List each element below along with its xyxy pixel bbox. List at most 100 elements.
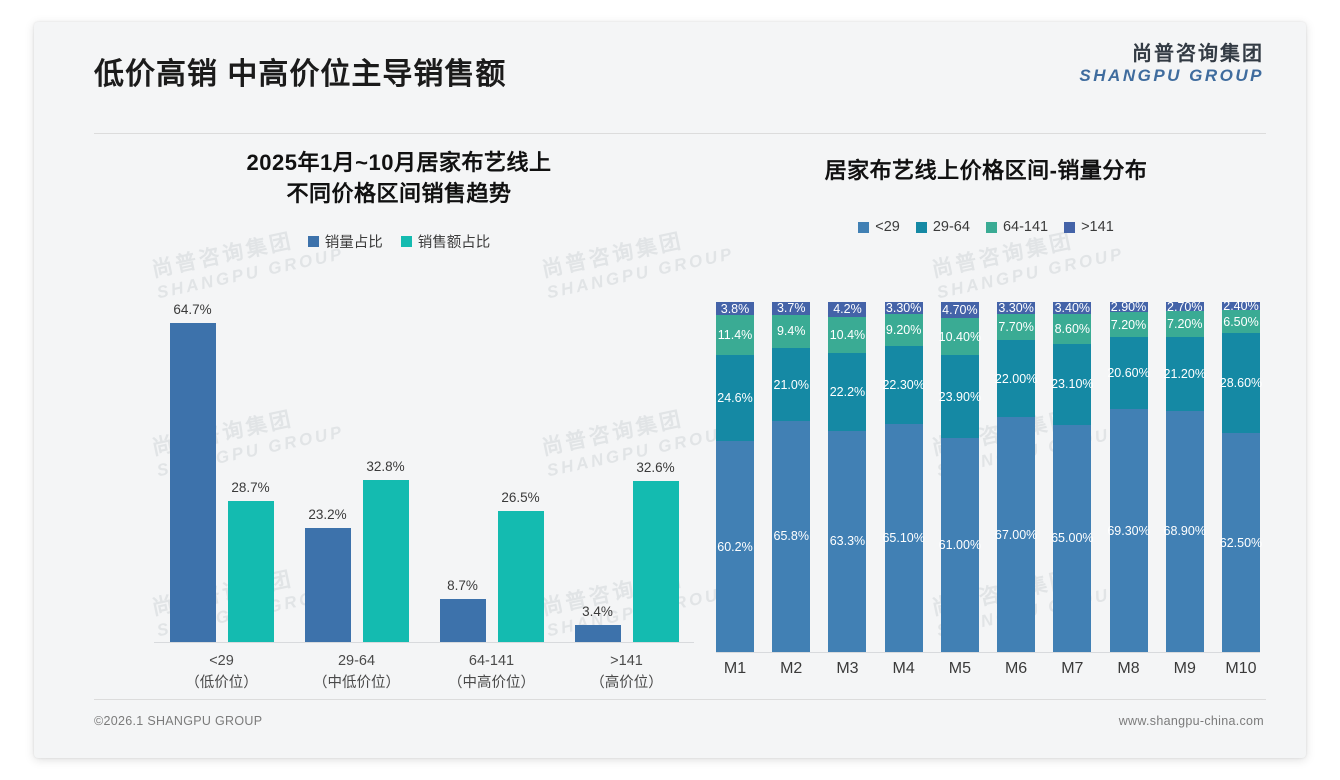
left-chart-legend: 销量占比 销售额占比 bbox=[94, 231, 704, 252]
stack-segment[interactable]: 65.8% bbox=[772, 421, 811, 652]
stacked-bar-column[interactable]: 3.8% 11.4% 24.6% 60.2% bbox=[716, 302, 754, 652]
stacked-bar-column[interactable]: 3.7% 9.4% 21.0% 65.8% bbox=[772, 301, 811, 652]
right-chart-x-tick-labels: M1 M2 M3 M4 M5 M6 M7 M8 M9 M10 bbox=[716, 660, 1260, 678]
stack-segment[interactable]: 9.4% bbox=[772, 314, 811, 348]
stack-segment[interactable]: 68.90% bbox=[1164, 410, 1206, 652]
bar-column[interactable]: 64.7% bbox=[169, 297, 216, 642]
bar-rect[interactable] bbox=[439, 599, 486, 642]
legend-label: 销售额占比 bbox=[417, 235, 491, 251]
bar-column[interactable]: 26.5% bbox=[497, 297, 544, 642]
bar-rect[interactable] bbox=[632, 481, 679, 642]
x-tick-label-sub: （中高价位） bbox=[448, 675, 535, 691]
bar-column[interactable]: 8.7% bbox=[439, 297, 486, 642]
stack-segment[interactable]: 6.50% bbox=[1221, 310, 1260, 334]
stack-segment-value-label: 4.70% bbox=[942, 303, 978, 318]
stack-segment[interactable]: 7.20% bbox=[1165, 311, 1204, 337]
legend-item-141[interactable]: >141 bbox=[1064, 219, 1114, 235]
stack-segment-value-label: 7.20% bbox=[1167, 317, 1203, 332]
right-chart-title: 居家布艺线上价格区间-销量分布 bbox=[824, 158, 1148, 183]
stack-segment[interactable]: 65.00% bbox=[1051, 424, 1094, 652]
stacked-bar-column[interactable]: 3.40% 8.60% 23.10% 65.00% bbox=[1051, 300, 1094, 652]
stack-segment[interactable]: 23.10% bbox=[1051, 343, 1094, 425]
bar-column[interactable]: 28.7% bbox=[227, 297, 274, 642]
stack-segment[interactable]: 62.50% bbox=[1219, 433, 1263, 652]
stack-segment[interactable]: 65.10% bbox=[882, 423, 925, 652]
legend-swatch-icon bbox=[400, 236, 412, 247]
stack-segment-value-label: 60.2% bbox=[717, 539, 753, 554]
stack-segment[interactable]: 22.00% bbox=[995, 340, 1037, 418]
stacked-bar-column[interactable]: 3.30% 7.70% 22.00% 67.00% bbox=[995, 301, 1037, 652]
legend-label: >141 bbox=[1081, 219, 1114, 235]
stack-segment-value-label: 22.30% bbox=[882, 377, 925, 392]
stack-segment[interactable]: 4.70% bbox=[940, 302, 979, 319]
stacked-bar-column[interactable]: 4.2% 10.4% 22.2% 63.3% bbox=[828, 302, 867, 652]
bar-rect[interactable] bbox=[497, 511, 544, 642]
bar-rect[interactable] bbox=[169, 323, 216, 642]
stack-segment[interactable]: 7.70% bbox=[997, 313, 1036, 341]
stack-segment[interactable]: 2.40% bbox=[1221, 299, 1260, 313]
legend-item-sales-amount[interactable]: 销售额占比 bbox=[400, 231, 491, 252]
stack-segment-value-label: 23.10% bbox=[1051, 377, 1094, 392]
stack-segment[interactable]: 28.60% bbox=[1220, 333, 1262, 434]
stack-segment[interactable]: 10.4% bbox=[828, 316, 867, 354]
bar-rect[interactable] bbox=[574, 625, 621, 642]
stack-segment[interactable]: 20.60% bbox=[1107, 337, 1150, 410]
stack-segment-value-label: 21.20% bbox=[1163, 366, 1206, 381]
legend-label: 29-64 bbox=[932, 219, 970, 235]
stack-segment-value-label: 65.10% bbox=[882, 530, 925, 545]
stack-segment[interactable]: 10.40% bbox=[938, 318, 982, 355]
stack-segment-value-label: 7.20% bbox=[1110, 317, 1147, 332]
stack-segment[interactable]: 21.0% bbox=[772, 347, 811, 422]
bar-rect[interactable] bbox=[227, 500, 274, 642]
bar-rect[interactable] bbox=[362, 480, 409, 642]
stack-segment[interactable]: 3.30% bbox=[884, 301, 923, 315]
stack-segment[interactable]: 11.4% bbox=[716, 315, 754, 356]
stack-segment[interactable]: 61.00% bbox=[939, 438, 981, 652]
bar-column[interactable]: 32.8% bbox=[362, 297, 409, 642]
stack-segment[interactable]: 3.30% bbox=[997, 301, 1036, 315]
bar-column[interactable]: 32.6% bbox=[632, 297, 679, 642]
brand-logo: 尚普咨询集团 SHANGPU GROUP bbox=[1079, 42, 1264, 86]
stack-segment[interactable]: 60.2% bbox=[716, 441, 754, 652]
left-chart-plot-area: 64.7% 28.7% 23.2% 32.8% 8.7% 26.5% 3.4% 32.6% bbox=[154, 297, 694, 642]
stack-segment[interactable]: 3.8% bbox=[716, 302, 754, 316]
footer-website[interactable]: www.shangpu-china.com bbox=[1118, 714, 1264, 728]
legend-item-64-141[interactable]: 64-141 bbox=[985, 219, 1048, 235]
stacked-bar-column[interactable]: 2.90% 7.20% 20.60% 69.30% bbox=[1107, 300, 1150, 652]
left-chart-panel: 2025年1月~10月居家布艺线上 不同价格区间销售趋势 销量占比 销售额占比 … bbox=[94, 147, 704, 707]
logo-english-text: SHANGPU GROUP bbox=[1079, 66, 1264, 85]
stack-segment[interactable]: 3.7% bbox=[772, 301, 811, 315]
stack-segment[interactable]: 21.20% bbox=[1163, 336, 1206, 411]
stacked-bar-column[interactable]: 2.70% 7.20% 21.20% 68.90% bbox=[1163, 300, 1206, 652]
legend-item-29-64[interactable]: 29-64 bbox=[915, 219, 970, 235]
stack-segment[interactable]: 69.30% bbox=[1107, 409, 1150, 652]
stack-segment-value-label: 62.50% bbox=[1219, 535, 1263, 550]
stack-segment[interactable]: 9.20% bbox=[884, 313, 923, 346]
bar-column[interactable]: 3.4% bbox=[574, 297, 621, 642]
legend-item-29[interactable]: <29 bbox=[858, 219, 900, 235]
stack-segment[interactable]: 7.20% bbox=[1109, 312, 1148, 338]
legend-item-sales-volume[interactable]: 销量占比 bbox=[307, 231, 383, 252]
stack-segment[interactable]: 3.40% bbox=[1053, 300, 1092, 315]
bar-rect[interactable] bbox=[304, 527, 351, 642]
stacked-bar-column[interactable]: 2.40% 6.50% 28.60% 62.50% bbox=[1219, 299, 1263, 652]
stack-segment-value-label: 10.40% bbox=[938, 329, 982, 344]
stacked-bar-column[interactable]: 4.70% 10.40% 23.90% 61.00% bbox=[938, 302, 982, 652]
stack-segment[interactable]: 22.2% bbox=[828, 353, 867, 431]
x-tick-label-sub: （高价位） bbox=[590, 675, 663, 691]
stack-segment[interactable]: 8.60% bbox=[1053, 313, 1092, 344]
bar-group: 23.2% 32.8% bbox=[289, 297, 424, 642]
stack-segment[interactable]: 22.30% bbox=[882, 345, 925, 424]
stack-segment[interactable]: 67.00% bbox=[995, 417, 1037, 652]
stack-segment-value-label: 4.2% bbox=[833, 302, 862, 317]
bar-column[interactable]: 23.2% bbox=[304, 297, 351, 642]
stacked-bar-column[interactable]: 3.30% 9.20% 22.30% 65.10% bbox=[882, 301, 925, 652]
stack-segment[interactable]: 63.3% bbox=[828, 430, 867, 652]
stack-segment[interactable]: 24.6% bbox=[716, 355, 754, 442]
stack-segment[interactable]: 4.2% bbox=[828, 302, 867, 317]
stack-segment[interactable]: 2.70% bbox=[1165, 300, 1204, 314]
stack-segment[interactable]: 2.90% bbox=[1109, 300, 1148, 314]
legend-label: <29 bbox=[875, 219, 900, 235]
stack-segment-value-label: 3.40% bbox=[1054, 300, 1091, 315]
stack-segment[interactable]: 23.90% bbox=[939, 354, 981, 439]
